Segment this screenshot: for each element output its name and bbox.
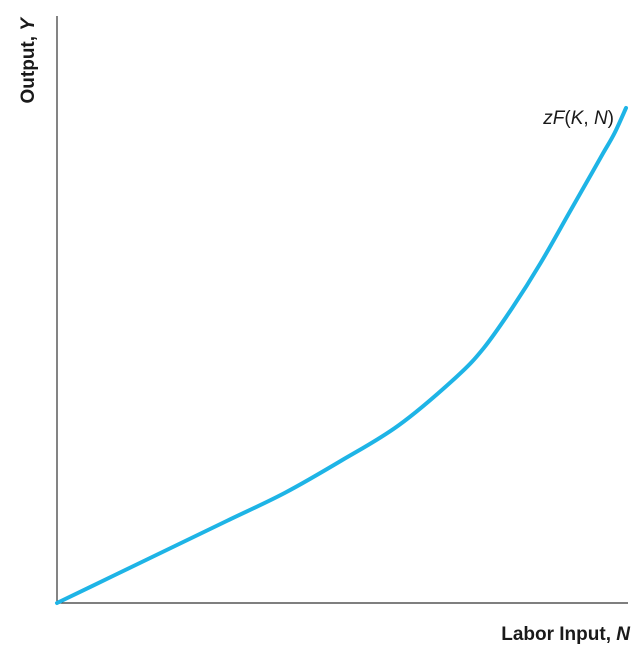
series-label-production-function: zF(K, N)	[542, 108, 614, 129]
y-axis-label: Output, Y	[18, 16, 39, 104]
series-line-production-function	[55, 106, 628, 605]
x-axis-label: Labor Input, N	[501, 624, 631, 645]
